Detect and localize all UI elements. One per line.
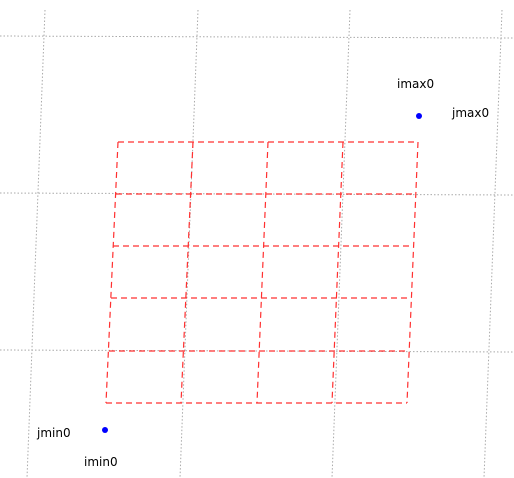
imax-label: imax0 <box>397 77 434 91</box>
jmax-label: jmax0 <box>451 106 489 120</box>
index-grid-column-line <box>406 141 419 404</box>
max-corner-point <box>416 113 422 119</box>
min-corner-point <box>102 427 108 433</box>
background-grid-line <box>331 9 351 478</box>
index-grid-column-line <box>105 141 119 404</box>
imin-label: imin0 <box>84 455 118 469</box>
background-grid-line <box>0 35 514 39</box>
jmin-label: jmin0 <box>36 426 71 440</box>
background-grid-line <box>483 9 503 478</box>
index-grid-column-line <box>180 141 194 404</box>
index-grid <box>105 141 419 404</box>
background-grid-line <box>0 192 514 196</box>
background-grid <box>0 9 514 478</box>
background-grid-line <box>26 9 46 478</box>
background-grid-line <box>0 349 514 353</box>
index-grid-column-line <box>331 141 344 404</box>
background-grid-line <box>179 9 199 478</box>
index-grid-column-line <box>256 141 269 404</box>
